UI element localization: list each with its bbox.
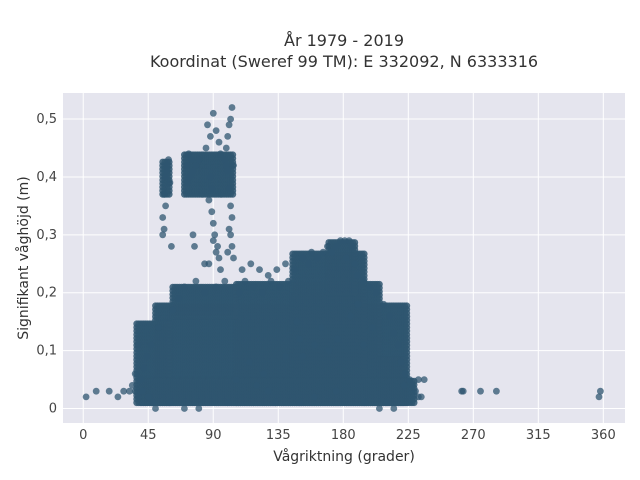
chart-title-line-2: Koordinat (Sweref 99 TM): E 332092, N 63… xyxy=(150,52,538,71)
chart-title-line-1: År 1979 - 2019 xyxy=(284,31,404,50)
data-point xyxy=(403,302,411,310)
data-points xyxy=(82,104,604,412)
